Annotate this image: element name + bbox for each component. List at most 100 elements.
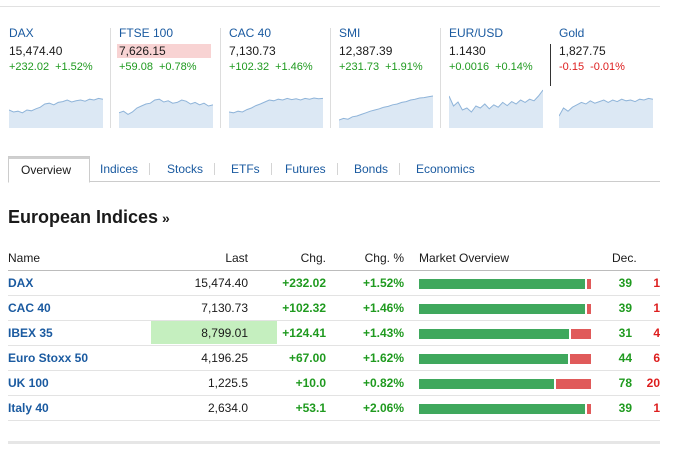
decliners-bar bbox=[587, 404, 591, 414]
table-row: Euro Stoxx 50 4,196.25 +67.00 +1.62% 44 6 bbox=[8, 346, 660, 371]
index-name-link[interactable]: IBEX 35 bbox=[8, 326, 53, 340]
index-name-link[interactable]: DAX bbox=[8, 276, 34, 290]
tab-indices-label: Indices bbox=[100, 162, 139, 176]
ticker-name[interactable]: CAC 40 bbox=[229, 26, 272, 40]
ticker-card-smi[interactable]: SMI 12,387.39 +231.73 +1.91% bbox=[330, 24, 440, 130]
tab-etfs[interactable]: ETFs bbox=[219, 156, 272, 181]
decliners-bar bbox=[587, 279, 591, 289]
ticker-change-pct: +1.52% bbox=[55, 61, 93, 73]
table-row: DAX 15,474.40 +232.02 +1.52% 39 1 bbox=[8, 271, 660, 296]
tab-futures[interactable]: Futures bbox=[273, 156, 338, 181]
ticker-card-gold[interactable]: Gold 1,827.75 -0.15 -0.01% bbox=[550, 24, 660, 130]
sparkline-area bbox=[229, 98, 323, 128]
index-name-link[interactable]: Euro Stoxx 50 bbox=[8, 351, 89, 365]
sparkline-chart bbox=[449, 89, 543, 128]
index-last: 7,130.73 bbox=[201, 301, 248, 315]
ticker-card-cac-40[interactable]: CAC 40 7,130.73 +102.32 +1.46% bbox=[220, 24, 330, 130]
header-chg[interactable]: Chg. bbox=[300, 251, 326, 265]
sparkline-chart bbox=[119, 98, 213, 128]
ticker-change-abs: +231.73 bbox=[339, 61, 380, 73]
table-body: DAX 15,474.40 +232.02 +1.52% 39 1 CAC 40 7,130.… bbox=[8, 271, 660, 421]
sparkline-chart bbox=[559, 97, 653, 128]
ticker-price: 15,474.40 bbox=[9, 44, 63, 58]
advancers-count: 39 bbox=[618, 401, 632, 415]
header-last[interactable]: Last bbox=[225, 251, 248, 265]
market-overview-bar bbox=[419, 279, 591, 289]
ticker-separator bbox=[550, 44, 551, 86]
index-change-pct: +2.06% bbox=[362, 401, 404, 415]
ticker-name[interactable]: Gold bbox=[559, 26, 585, 40]
ticker-separator bbox=[110, 28, 111, 128]
decliners-bar bbox=[571, 329, 591, 339]
index-change: +53.1 bbox=[295, 401, 326, 415]
advancers-count: 78 bbox=[618, 376, 632, 390]
decliners-count: 20 bbox=[646, 376, 660, 390]
ticker-change-pct: +1.91% bbox=[385, 61, 423, 73]
tab-stocks[interactable]: Stocks bbox=[155, 156, 216, 181]
ticker-name[interactable]: DAX bbox=[9, 26, 34, 40]
ticker-change-pct: +0.14% bbox=[495, 61, 533, 73]
ticker-card-dax[interactable]: DAX 15,474.40 +232.02 +1.52% bbox=[0, 24, 110, 130]
advancers-bar bbox=[419, 329, 569, 339]
index-change: +124.41 bbox=[282, 326, 326, 340]
ticker-card-ftse-100[interactable]: FTSE 100 7,626.15 +59.08 +0.78% bbox=[110, 24, 220, 130]
tab-overview[interactable]: Overview bbox=[8, 156, 90, 183]
tabs-baseline bbox=[8, 181, 660, 182]
ticker-price: 1.1430 bbox=[449, 44, 486, 58]
header-name[interactable]: Name bbox=[8, 251, 41, 265]
ticker-change-abs: +232.02 bbox=[9, 61, 50, 73]
index-name-link[interactable]: UK 100 bbox=[8, 376, 49, 390]
tab-indices[interactable]: Indices bbox=[88, 156, 151, 181]
table-row: Italy 40 2,634.0 +53.1 +2.06% 39 1 bbox=[8, 396, 660, 421]
index-change-pct: +1.43% bbox=[362, 326, 404, 340]
ticker-separator bbox=[330, 28, 331, 128]
ticker-change-pct: +0.78% bbox=[158, 61, 197, 73]
top-divider bbox=[0, 6, 660, 7]
index-last: 4,196.25 bbox=[201, 351, 248, 365]
ticker-price: 7,130.73 bbox=[229, 44, 276, 58]
index-name-link[interactable]: Italy 40 bbox=[8, 401, 49, 415]
index-change-pct: +1.62% bbox=[362, 351, 404, 365]
header-market-overview: Market Overview bbox=[419, 251, 510, 265]
sparkline-area bbox=[9, 98, 103, 128]
header-dec: Dec. bbox=[612, 251, 637, 265]
sparkline-area bbox=[339, 96, 433, 128]
section-title[interactable]: European Indices bbox=[8, 207, 159, 227]
ticker-card-eur-usd[interactable]: EUR/USD 1.1430 +0.0016 +0.14% bbox=[440, 24, 550, 130]
sparkline-line bbox=[229, 97, 323, 114]
index-change: +10.0 bbox=[295, 376, 326, 390]
index-change: +102.32 bbox=[282, 301, 326, 315]
index-change: +67.00 bbox=[288, 351, 326, 365]
advancers-count: 39 bbox=[618, 276, 632, 290]
ticker-name[interactable]: FTSE 100 bbox=[119, 26, 174, 40]
tab-economics[interactable]: Economics bbox=[404, 156, 487, 181]
sparkline-line bbox=[559, 97, 653, 117]
ticker-price: 12,387.39 bbox=[339, 44, 393, 58]
advancers-bar bbox=[419, 279, 585, 289]
ticker-change-abs: +0.0016 bbox=[449, 61, 490, 73]
advancers-count: 31 bbox=[618, 326, 632, 340]
tab-bonds[interactable]: Bonds bbox=[342, 156, 401, 181]
sparkline-area bbox=[449, 90, 543, 128]
ticker-separator bbox=[220, 28, 221, 128]
section-tabs: Overview Indices Stocks ETFs Futures Bon… bbox=[8, 156, 660, 183]
index-name-link[interactable]: CAC 40 bbox=[8, 301, 51, 315]
sparkline-chart bbox=[9, 97, 103, 128]
tab-etfs-label: ETFs bbox=[231, 162, 260, 176]
ticker-name[interactable]: EUR/USD bbox=[449, 26, 504, 40]
advancers-bar bbox=[419, 379, 554, 389]
table-row: CAC 40 7,130.73 +102.32 +1.46% 39 1 bbox=[8, 296, 660, 321]
ticker-name[interactable]: SMI bbox=[339, 26, 361, 40]
index-change-pct: +1.46% bbox=[362, 301, 404, 315]
index-change: +232.02 bbox=[282, 276, 326, 290]
index-last: 1,225.5 bbox=[207, 376, 248, 390]
sparkline-chart bbox=[339, 95, 433, 128]
ticker-change: +231.73 +1.91% bbox=[339, 61, 429, 73]
decliners-count: 1 bbox=[653, 401, 660, 415]
table-row: UK 100 1,225.5 +10.0 +0.82% 78 20 bbox=[8, 371, 660, 396]
section-more-arrow[interactable]: » bbox=[162, 210, 170, 226]
ticker-change: +59.08 +0.78% bbox=[119, 61, 203, 73]
tab-bonds-label: Bonds bbox=[354, 162, 389, 176]
header-chg-pct[interactable]: Chg. % bbox=[364, 251, 404, 265]
market-overview-bar bbox=[419, 404, 591, 414]
